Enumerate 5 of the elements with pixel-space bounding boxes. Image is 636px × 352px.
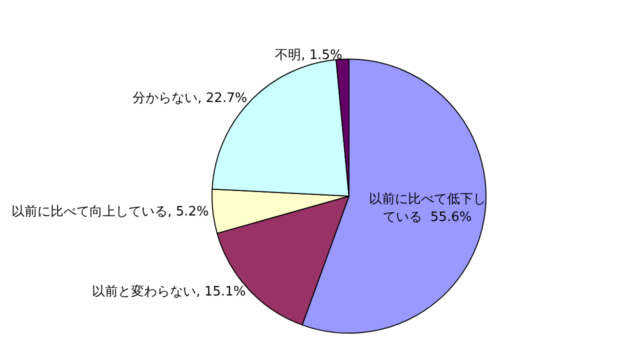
slice-label: 分からない, 22.7% [132,91,248,106]
slice-label: 不明, 1.5% [275,48,342,63]
slice-label: 以前と変わらない, 15.1% [92,284,246,300]
slice-label: 以前に比べて向上している, 5.2% [12,204,209,220]
slice-label: 以前に比べて低下している 55.6% [368,192,486,226]
